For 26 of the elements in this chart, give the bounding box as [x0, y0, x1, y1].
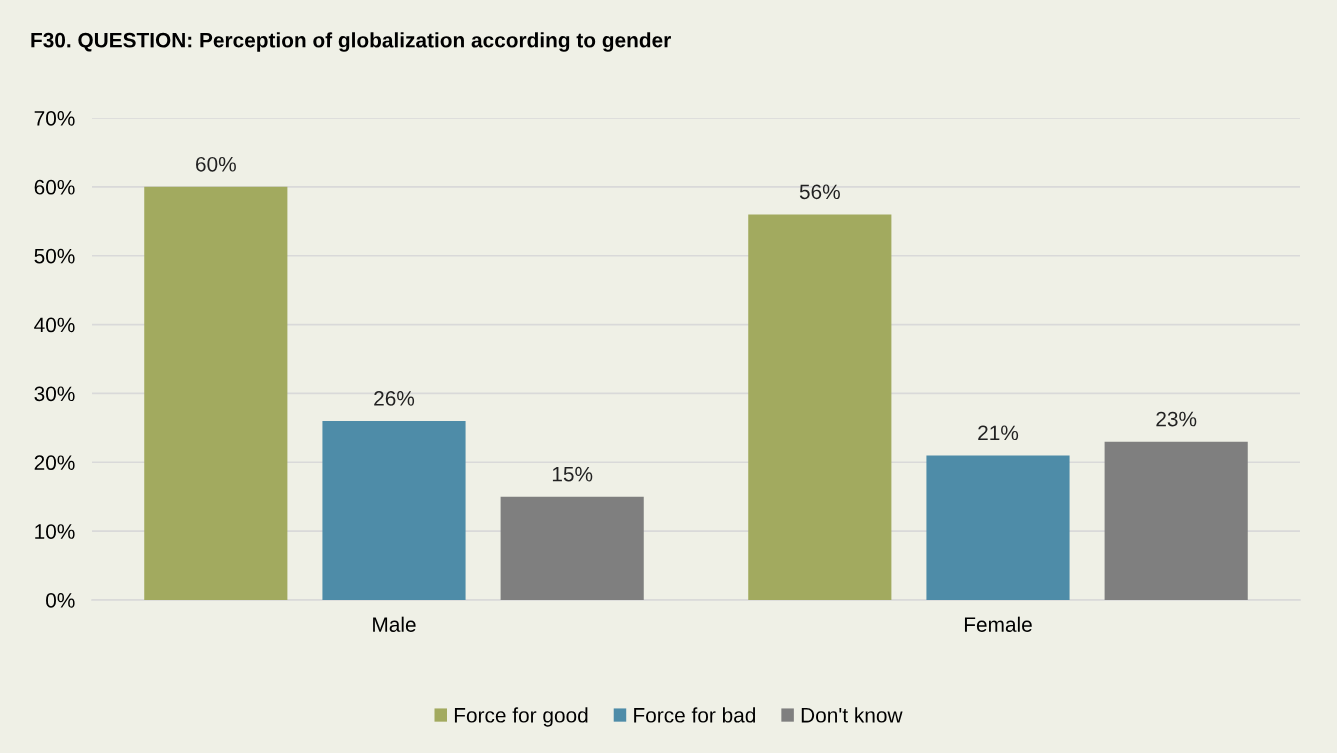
x-tick-label: Male [373, 616, 416, 632]
y-tick-label: 40% [34, 317, 75, 333]
y-tick-label: 10% [35, 524, 75, 539]
y-tick-label: 60% [34, 179, 75, 195]
legend-label: Don't know [801, 707, 903, 723]
y-tick-label: 20% [34, 455, 75, 471]
data-label: 60% [196, 156, 236, 172]
data-label: 26% [374, 390, 415, 406]
y-tick-label: 50% [34, 248, 75, 264]
legend-label: Force for good [454, 707, 588, 727]
y-tick-label: 30% [34, 386, 75, 402]
data-label: 21% [978, 425, 1019, 441]
bar [500, 496, 644, 600]
bar [1104, 441, 1248, 600]
y-tick-label: 0% [46, 593, 75, 608]
y-tick-label: 70% [34, 111, 75, 126]
chart-title: F30. QUESTION: Perception of globalization according to gender [31, 32, 671, 52]
data-label: 56% [799, 184, 840, 200]
bar [144, 186, 288, 600]
bar [926, 455, 1070, 600]
x-tick-label: Female [964, 616, 1032, 632]
data-label: 23% [1156, 411, 1197, 427]
bar [748, 214, 892, 600]
legend-label: Force for bad [634, 707, 756, 723]
data-label: 15% [552, 466, 593, 482]
bar [322, 420, 466, 600]
